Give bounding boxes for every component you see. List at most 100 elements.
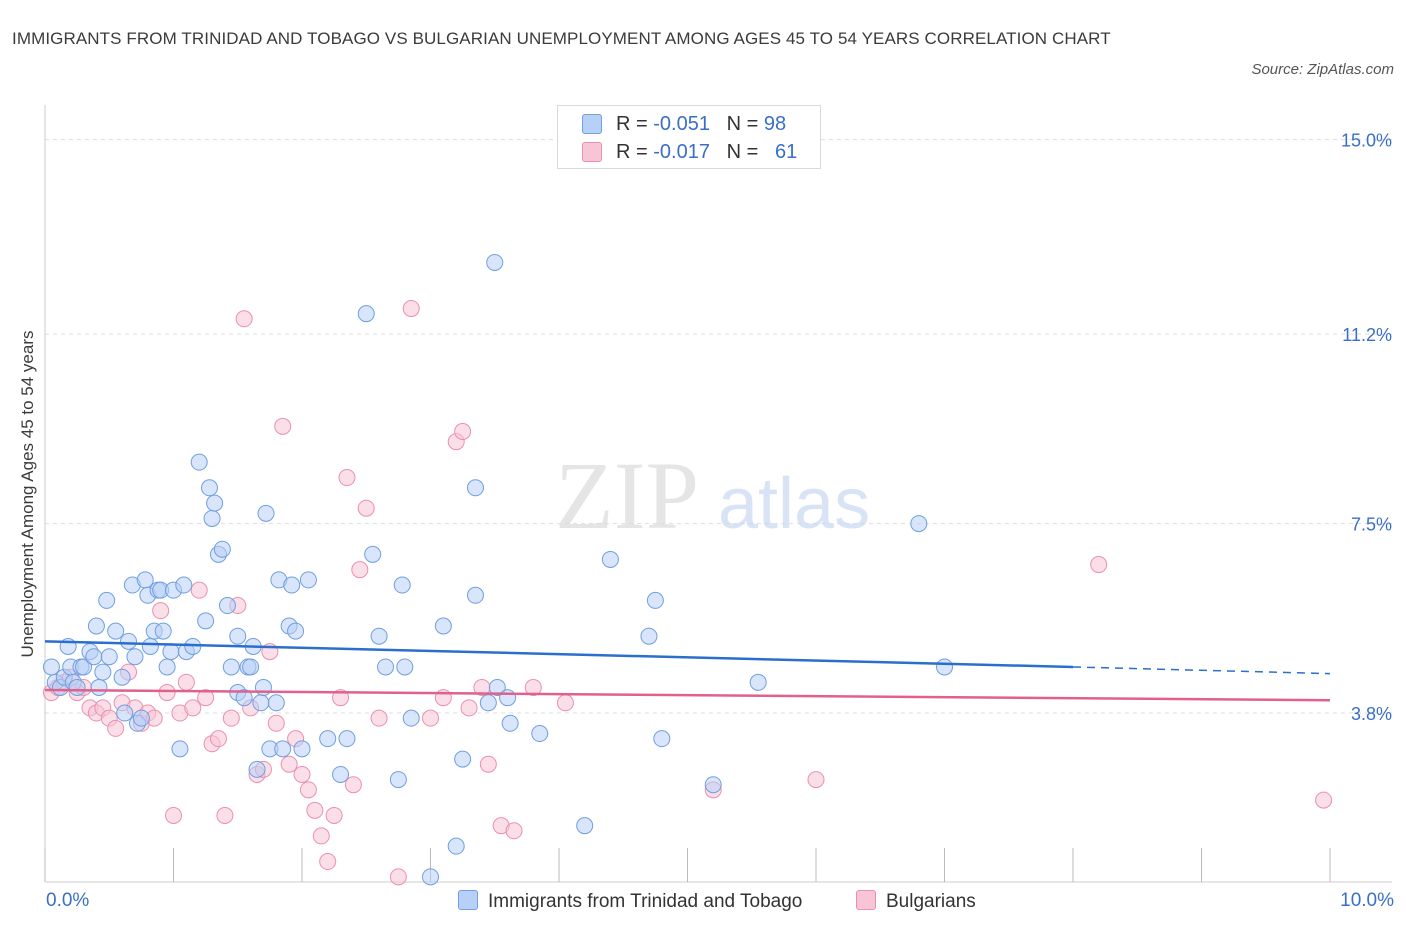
data-point-trinidad-tobago	[576, 817, 594, 835]
data-point-trinidad-tobago	[213, 540, 231, 558]
correlation-legend: R = -0.051 N = 98 R = -0.017 N = 61	[557, 105, 821, 169]
data-point-bulgarians	[807, 771, 825, 789]
data-point-trinidad-tobago	[364, 545, 382, 563]
data-point-bulgarians	[152, 602, 170, 620]
data-point-bulgarians	[197, 689, 215, 707]
blue-n-value: 98	[763, 113, 787, 135]
data-point-trinidad-tobago	[229, 627, 247, 645]
data-point-trinidad-tobago	[85, 648, 103, 666]
data-point-bulgarians	[325, 806, 343, 824]
y-tick-label: 15.0%	[1341, 131, 1392, 151]
data-point-trinidad-tobago	[113, 668, 131, 686]
data-point-trinidad-tobago	[75, 658, 93, 676]
data-point-bulgarians	[357, 499, 375, 517]
data-point-trinidad-tobago	[319, 730, 337, 748]
data-point-trinidad-tobago	[90, 678, 108, 696]
data-point-bulgarians	[524, 678, 542, 696]
data-point-bulgarians	[344, 776, 362, 794]
data-point-trinidad-tobago	[466, 586, 484, 604]
data-point-trinidad-tobago	[749, 673, 767, 691]
legend-blue-swatch	[458, 890, 478, 910]
data-point-trinidad-tobago	[910, 515, 928, 533]
data-point-trinidad-tobago	[447, 837, 465, 855]
legend-pink-swatch	[856, 890, 876, 910]
data-point-trinidad-tobago	[116, 704, 134, 722]
data-point-trinidad-tobago	[175, 576, 193, 594]
data-point-bulgarians	[460, 699, 478, 717]
legend-item-trinidad-tobago: Immigrants from Trinidad and Tobago	[458, 890, 802, 914]
pink-r-label: R =	[616, 141, 654, 163]
data-point-bulgarians	[235, 310, 253, 328]
data-point-trinidad-tobago	[299, 571, 317, 589]
data-point-trinidad-tobago	[402, 709, 420, 727]
y-tick-label: 11.2%	[1342, 325, 1392, 345]
data-point-bulgarians	[1090, 556, 1108, 574]
y-tick-label: 3.8%	[1351, 704, 1392, 724]
data-point-bulgarians	[107, 719, 125, 737]
data-point-trinidad-tobago	[640, 627, 658, 645]
blue-r-label: R =	[616, 113, 654, 135]
data-point-trinidad-tobago	[120, 632, 138, 650]
gridlines	[45, 139, 1392, 714]
data-point-bulgarians	[209, 730, 227, 748]
x-tick-min: 0.0%	[46, 890, 90, 911]
data-point-trinidad-tobago	[252, 694, 270, 712]
data-point-trinidad-tobago	[454, 750, 472, 768]
data-point-trinidad-tobago	[254, 678, 272, 696]
data-point-trinidad-tobago	[197, 612, 215, 630]
watermark-atlas: atlas	[718, 464, 870, 544]
blue-r-value: -0.051	[653, 113, 710, 135]
data-point-bulgarians	[370, 709, 388, 727]
series-bulgarians	[42, 300, 1333, 886]
data-point-bulgarians	[338, 469, 356, 487]
blue-swatch	[582, 114, 602, 134]
data-point-trinidad-tobago	[242, 658, 260, 676]
data-point-trinidad-tobago	[190, 453, 208, 471]
pink-swatch	[582, 142, 602, 162]
data-point-bulgarians	[319, 853, 337, 871]
data-point-trinidad-tobago	[107, 622, 125, 640]
trend-line-bulgarians	[44, 688, 1331, 702]
data-point-trinidad-tobago	[132, 709, 150, 727]
data-point-bulgarians	[454, 422, 472, 440]
data-point-trinidad-tobago	[601, 550, 619, 568]
data-point-bulgarians	[274, 417, 292, 435]
series-trinidad-tobago	[42, 253, 953, 886]
data-point-trinidad-tobago	[162, 643, 180, 661]
pink-n-value: 61	[775, 141, 798, 163]
data-point-bulgarians	[351, 561, 369, 579]
data-point-trinidad-tobago	[94, 663, 112, 681]
data-point-trinidad-tobago	[338, 730, 356, 748]
x-tick-max: 10.0%	[1340, 890, 1394, 911]
data-point-trinidad-tobago	[154, 622, 172, 640]
data-point-trinidad-tobago	[136, 571, 154, 589]
data-point-trinidad-tobago	[501, 714, 519, 732]
data-point-bulgarians	[267, 714, 285, 732]
legend-item-bulgarians: Bulgarians	[856, 890, 976, 914]
data-point-trinidad-tobago	[171, 740, 189, 758]
pink-n-label: N =	[726, 141, 764, 163]
data-point-bulgarians	[184, 699, 202, 717]
data-point-trinidad-tobago	[126, 648, 144, 666]
watermark-zip: ZIP	[555, 442, 699, 549]
data-point-bulgarians	[165, 806, 182, 824]
data-point-trinidad-tobago	[332, 765, 350, 783]
data-point-trinidad-tobago	[200, 479, 218, 497]
data-point-bulgarians	[332, 689, 350, 707]
data-point-trinidad-tobago	[218, 597, 236, 615]
data-point-trinidad-tobago	[222, 658, 240, 676]
data-point-trinidad-tobago	[274, 740, 292, 758]
data-point-bulgarians	[389, 868, 407, 886]
data-point-bulgarians	[158, 684, 176, 702]
data-point-trinidad-tobago	[267, 694, 285, 712]
data-point-trinidad-tobago	[422, 868, 439, 886]
data-point-trinidad-tobago	[293, 740, 311, 758]
data-point-bulgarians	[190, 581, 208, 599]
data-point-trinidad-tobago	[393, 576, 411, 594]
data-point-trinidad-tobago	[377, 658, 395, 676]
y-tick-labels: 3.8% 7.5% 11.2% 15.0%	[1341, 131, 1392, 724]
pink-r-value: -0.017	[653, 141, 710, 163]
data-point-trinidad-tobago	[68, 678, 86, 696]
source-credit: Source: ZipAtlas.com	[1251, 61, 1394, 78]
